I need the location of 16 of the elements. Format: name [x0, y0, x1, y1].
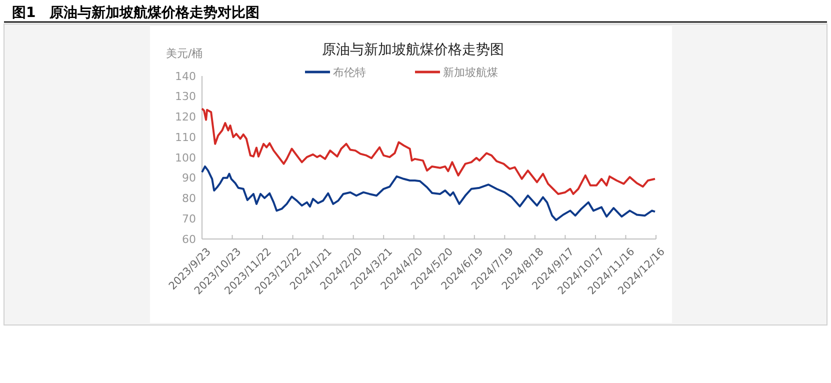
line-series [201, 165, 656, 222]
y-tick-label: 70 [182, 212, 196, 226]
y-tick-label: 120 [175, 110, 196, 124]
y-axis-title: 美元/桶 [166, 47, 203, 60]
y-tick-label: 100 [175, 151, 196, 164]
chart-subtitle: 原油与新加坡航煤价格走势图 [322, 42, 504, 58]
line-series [201, 108, 656, 195]
y-tick-label: 110 [175, 130, 196, 144]
y-tick-label: 60 [182, 232, 196, 246]
y-tick-label: 90 [182, 172, 196, 185]
legend-label: 新加坡航煤 [443, 66, 498, 79]
y-tick-label: 130 [175, 90, 196, 104]
legend-label: 布伦特 [333, 66, 366, 79]
y-tick-label: 80 [182, 192, 196, 206]
chart-title: 图1 原油与新加坡航煤价格走势对比图 [12, 4, 260, 21]
y-tick-label: 140 [175, 70, 196, 83]
